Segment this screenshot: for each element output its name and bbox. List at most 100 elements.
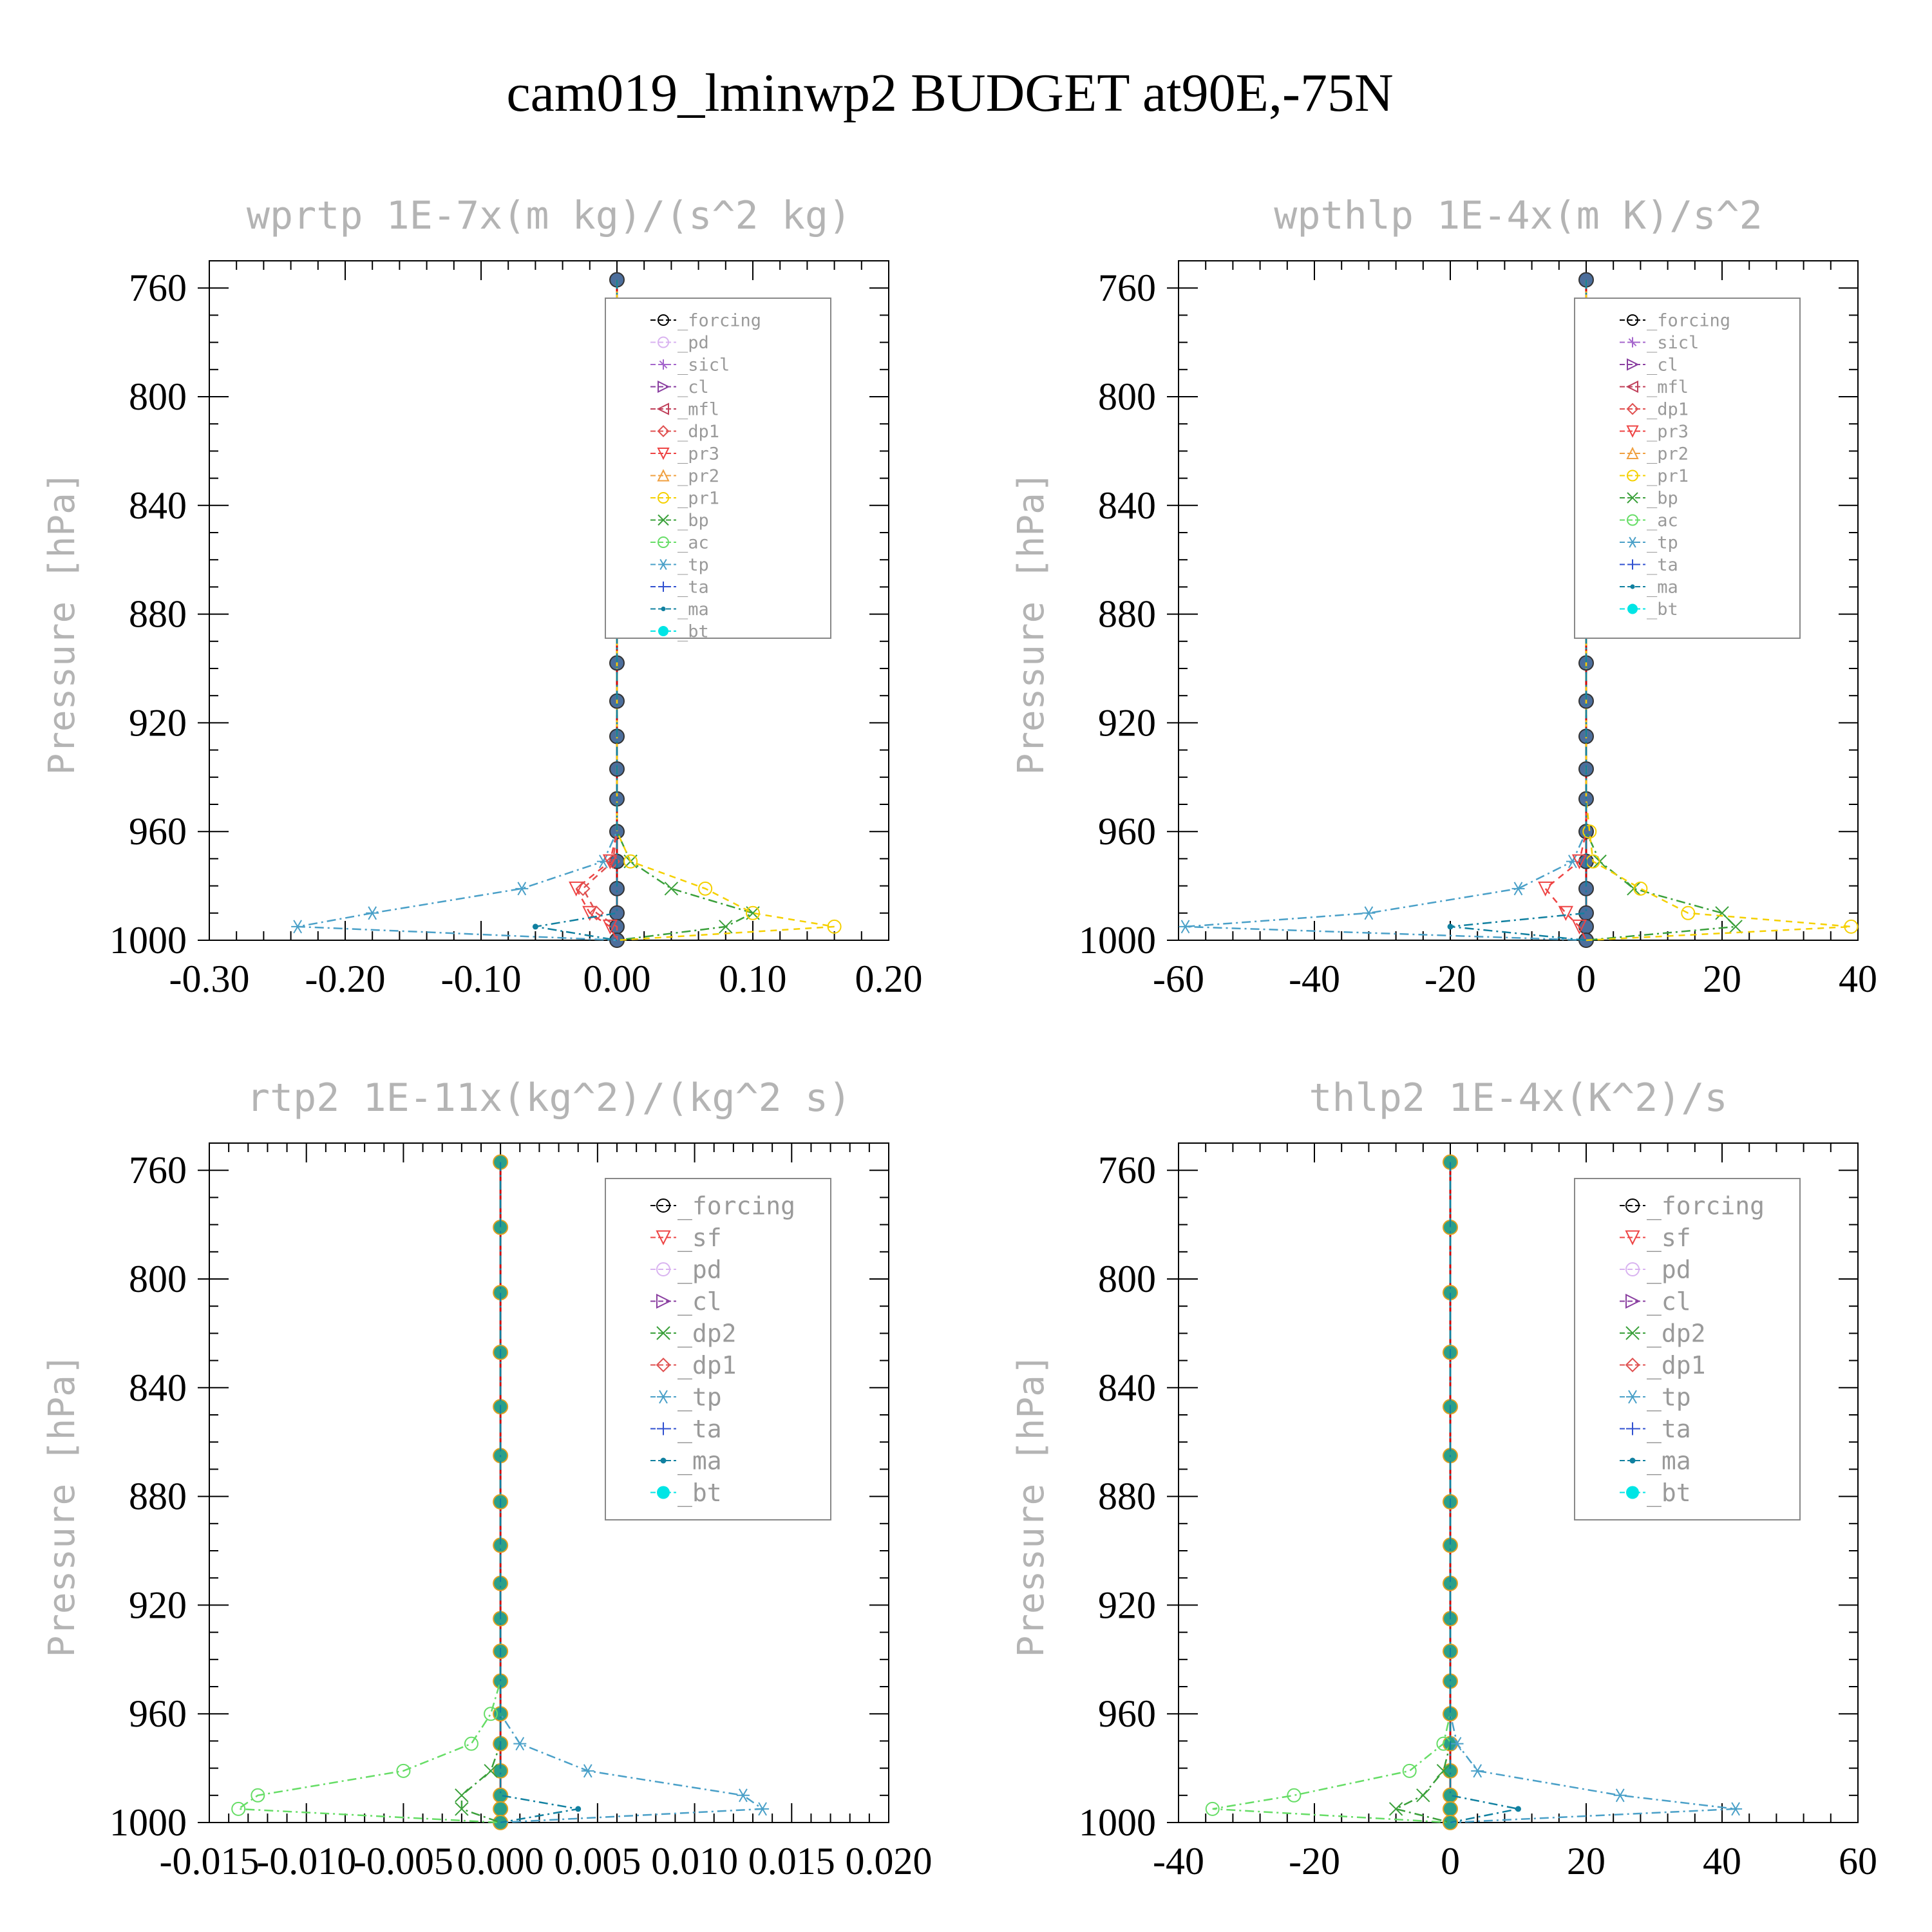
panel-title: thlp2 1E-4x(K^2)/s xyxy=(1309,1075,1727,1121)
legend-label: _bt xyxy=(677,1479,722,1508)
legend-label: _bt xyxy=(1647,1479,1691,1508)
zero-level-marker xyxy=(1443,1707,1457,1721)
x-tick-label: 0.000 xyxy=(457,1840,544,1882)
legend-label: _bt xyxy=(1647,600,1678,620)
zero-level-marker-outline xyxy=(493,1344,509,1360)
legend-label: _cl xyxy=(677,1287,722,1316)
figure-title: cam019_lminwp2 BUDGET at90E,-75N xyxy=(506,63,1393,123)
legend-label: _pr3 xyxy=(677,444,719,464)
legend-label: _sf xyxy=(677,1224,722,1253)
series-line-tp xyxy=(499,1162,765,1824)
zero-level-marker xyxy=(493,1285,508,1300)
y-tick-label: 800 xyxy=(1098,375,1156,418)
y-axis-label: Pressure [hPa] xyxy=(41,471,83,775)
legend-label: _dp1 xyxy=(677,422,719,442)
y-tick-label: 760 xyxy=(1098,1149,1156,1191)
legend-marker xyxy=(660,1457,667,1464)
zero-level-marker xyxy=(1579,905,1593,920)
y-tick-label: 960 xyxy=(1098,1692,1156,1735)
legend-marker xyxy=(656,1262,670,1276)
x-tick-label: 0 xyxy=(1441,1840,1460,1882)
y-tick-label: 960 xyxy=(129,1692,187,1735)
data-point-dp1 xyxy=(396,1763,411,1778)
data-point-tp xyxy=(1471,1764,1484,1778)
legend-marker xyxy=(1625,1358,1640,1372)
data-point-dp2 xyxy=(484,1764,498,1778)
data-point-pr3 xyxy=(569,881,584,897)
data-point-pr1 xyxy=(623,854,638,869)
x-tick-label: -0.015 xyxy=(160,1840,260,1882)
y-tick-label: 760 xyxy=(129,1149,187,1191)
data-point-tp xyxy=(366,906,379,920)
legend: _forcing _sicl_cl_mfl_dp1 _pr3_pr2_pr1_bp _… xyxy=(1574,298,1801,639)
y-tick-label: 1000 xyxy=(1079,919,1156,961)
legend-marker xyxy=(1625,1262,1640,1276)
x-tick-label: 0.010 xyxy=(651,1840,738,1882)
zero-level-marker-outline xyxy=(1443,1344,1458,1360)
legend-label: _cl xyxy=(1647,1287,1691,1316)
plot-frame xyxy=(1178,260,1859,941)
legend: _forcing _sf_pd _cl _dp2 _dp1 _tp _ta_ma _bt xyxy=(1574,1178,1801,1520)
x-tick-label: 0.005 xyxy=(554,1840,641,1882)
y-axis-label: Pressure [hPa] xyxy=(1010,471,1052,775)
legend-marker xyxy=(658,492,669,504)
x-tick-label: -0.10 xyxy=(441,958,522,1000)
panel-4: thlp2 1E-4x(K^2)/s Pressure [hPa] 760 800 84… xyxy=(1010,1075,1877,1882)
legend-marker xyxy=(656,402,669,415)
data-point-tp xyxy=(581,1764,594,1778)
data-point-ma xyxy=(1447,923,1454,930)
legend-marker xyxy=(658,582,668,592)
legend-marker xyxy=(661,606,666,612)
data-point-dp1 xyxy=(231,1801,246,1816)
legend-label: _tp xyxy=(1647,533,1678,553)
legend-box xyxy=(1574,1178,1801,1520)
legend-marker xyxy=(657,1422,670,1435)
x-tick-label: 0 xyxy=(1577,958,1596,1000)
data-point-pr3 xyxy=(1538,881,1553,897)
data-point-pr1 xyxy=(827,919,842,934)
panel-3: rtp2 1E-11x(kg^2)/(kg^2 s) Pressure [hPa]… xyxy=(41,1075,933,1882)
legend-marker xyxy=(1627,514,1638,526)
legend-label: _pd xyxy=(677,1255,722,1284)
legend-marker xyxy=(1626,425,1639,438)
y-tick-label: 880 xyxy=(129,593,187,636)
legend-marker xyxy=(658,314,669,326)
legend-label: _mfl xyxy=(677,399,719,419)
data-point-tp xyxy=(1613,1788,1627,1803)
legend-marker xyxy=(658,380,670,393)
zero-level-marker xyxy=(1443,1801,1457,1816)
data-point-tp xyxy=(756,1802,770,1816)
x-tick-label: 20 xyxy=(1703,958,1741,1000)
x-tick-label: -40 xyxy=(1289,958,1340,1000)
legend-marker xyxy=(657,1390,670,1404)
series-line-ma xyxy=(1450,279,1587,942)
y-axis-label: Pressure [hPa] xyxy=(1010,1353,1052,1657)
y-tick-label: 760 xyxy=(1098,267,1156,309)
plot-frame xyxy=(209,260,889,941)
zero-level-marker xyxy=(610,824,624,839)
legend-label: _bt xyxy=(677,621,709,641)
y-tick-label: 880 xyxy=(129,1475,187,1518)
legend-label: _pr2 xyxy=(677,466,719,486)
plot-frame xyxy=(1178,1142,1859,1823)
y-tick-label: 880 xyxy=(1098,1475,1156,1518)
plot-frame xyxy=(209,1142,889,1823)
zero-level-marker xyxy=(493,1538,508,1553)
legend-marker xyxy=(658,359,668,370)
zero-level-marker-outline xyxy=(493,1494,509,1510)
panels: wprtp 1E-7x(m kg)/(s^2 kg) Pressure [hPa]… xyxy=(41,193,1877,1882)
data-point-tp xyxy=(1362,906,1376,920)
data-point-pr3 xyxy=(1558,905,1573,922)
x-tick-label: 0.020 xyxy=(846,1840,933,1882)
legend-label: _sicl xyxy=(1647,333,1699,353)
legend-label: _tp xyxy=(1647,1383,1691,1412)
y-tick-label: 1000 xyxy=(109,1801,187,1844)
data-point-bp xyxy=(1728,920,1743,934)
legend-label: _dp1 xyxy=(1647,1351,1706,1380)
legend-marker xyxy=(657,469,670,482)
series-line-tp xyxy=(1185,279,1587,942)
legend-marker xyxy=(1626,446,1639,459)
legend-marker xyxy=(656,1326,670,1340)
legend-marker xyxy=(1625,1326,1640,1340)
